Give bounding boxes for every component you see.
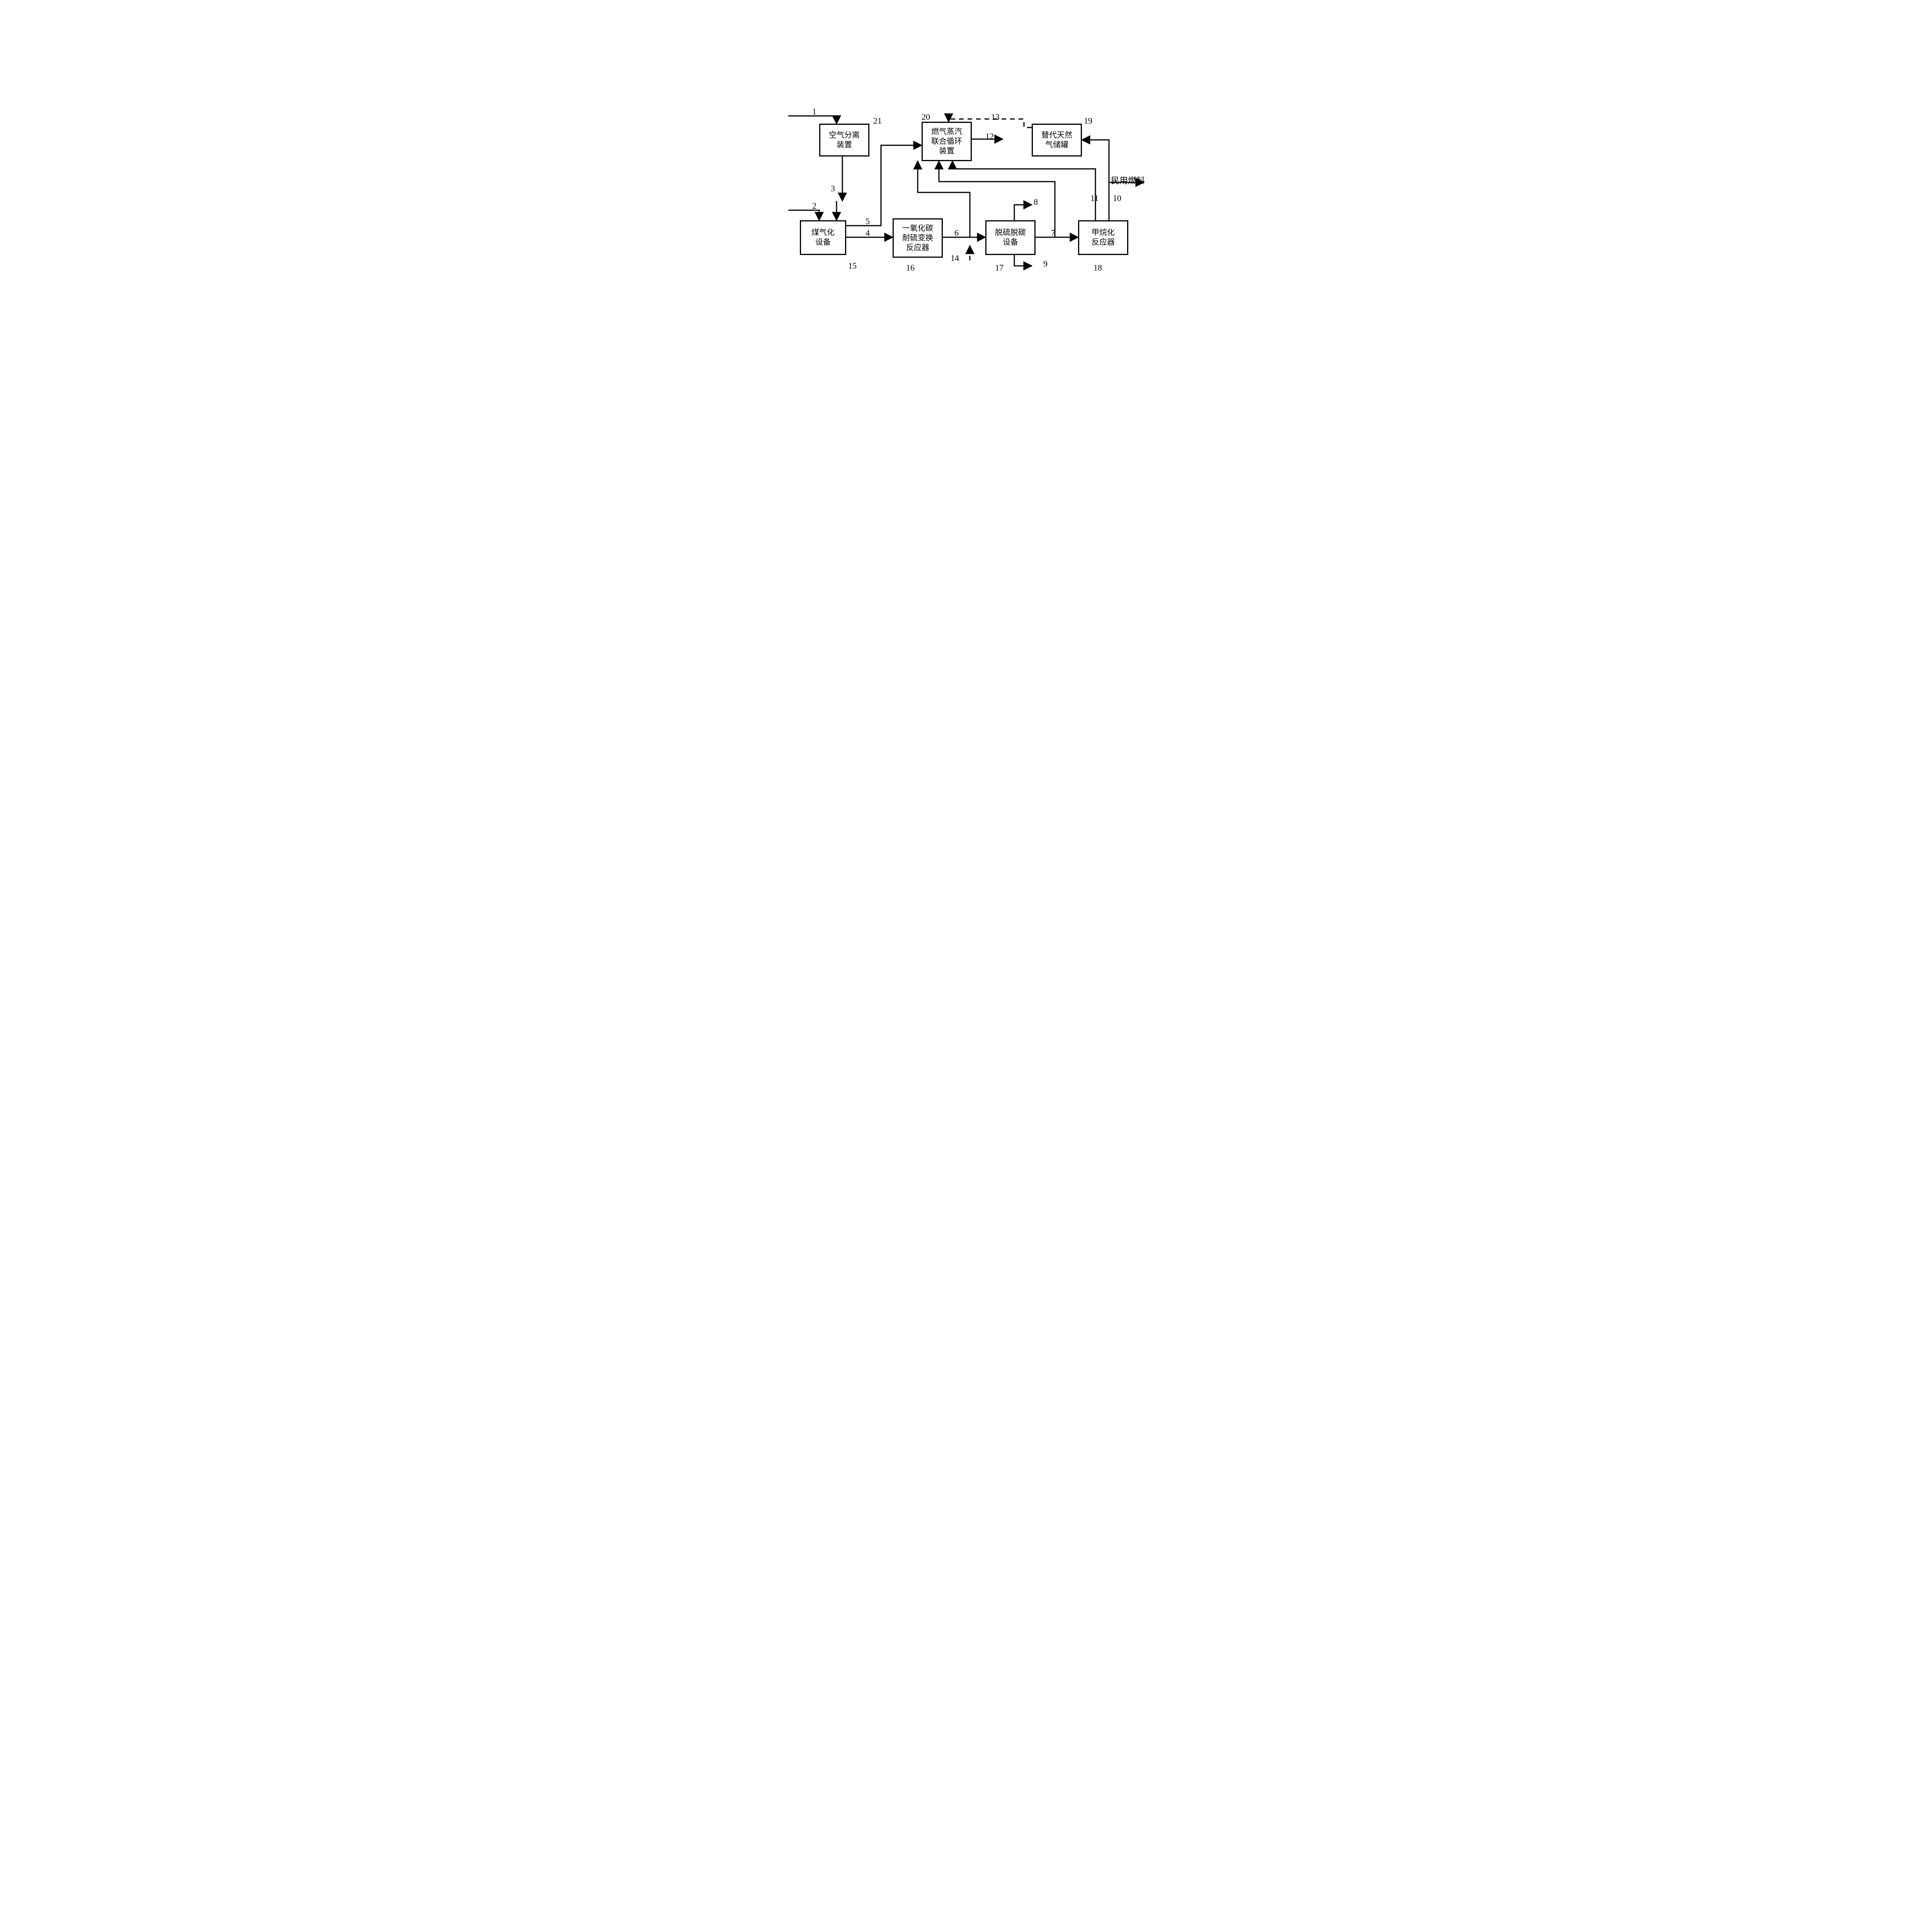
- node-label: 脱硫脱碳设备: [995, 228, 1026, 247]
- node-n19: 替代天然气储罐: [1032, 124, 1082, 156]
- node-label: 一氧化碳耐硫变换反应器: [902, 224, 933, 253]
- node-number-n17: 17: [995, 263, 1003, 273]
- edge-number-n14: 14: [951, 253, 959, 263]
- node-label: 甲烷化反应器: [1092, 228, 1115, 247]
- node-label: 空气分离装置: [829, 131, 860, 150]
- edge-e5: [846, 145, 922, 226]
- edge-number-n9: 9: [1043, 259, 1048, 269]
- edge-number-n4: 4: [866, 228, 870, 238]
- node-label: 煤气化设备: [811, 228, 835, 247]
- text-label-civilian_fuel: 民用燃料: [1111, 174, 1145, 186]
- node-number-n19: 19: [1084, 116, 1092, 126]
- node-n16: 一氧化碳耐硫变换反应器: [893, 218, 943, 258]
- edge-number-n11: 11: [1090, 193, 1099, 203]
- node-number-n18: 18: [1094, 263, 1102, 273]
- edge-number-n1: 1: [812, 107, 816, 117]
- flowchart-canvas: 空气分离装置21燃气蒸汽联合循环装置20替代天然气储罐19煤气化设备15一氧化碳…: [777, 0, 1155, 386]
- edge-number-n13: 13: [991, 112, 1000, 122]
- edge-number-n7: 7: [1051, 228, 1055, 238]
- edge-e11: [952, 161, 1095, 220]
- node-n21: 空气分离装置: [819, 124, 869, 156]
- node-n18: 甲烷化反应器: [1078, 220, 1128, 255]
- edge-e1: [788, 116, 837, 124]
- edge-number-n10: 10: [1113, 193, 1121, 203]
- node-number-n16: 16: [906, 263, 915, 273]
- node-label: 燃气蒸汽联合循环装置: [931, 127, 962, 156]
- node-number-n15: 15: [848, 261, 857, 271]
- node-n17: 脱硫脱碳设备: [985, 220, 1036, 255]
- node-number-n20: 20: [922, 112, 930, 122]
- edge-e8: [1014, 205, 1032, 220]
- node-label: 替代天然气储罐: [1041, 131, 1072, 150]
- node-n15: 煤气化设备: [800, 220, 846, 255]
- edge-number-n6: 6: [954, 228, 959, 238]
- edge-number-n2: 2: [812, 201, 816, 211]
- node-n20: 燃气蒸汽联合循环装置: [922, 122, 972, 161]
- edge-number-n12: 12: [985, 131, 994, 141]
- edge-e9: [1014, 255, 1032, 266]
- edge-number-n5: 5: [866, 216, 870, 226]
- edge-e2: [788, 210, 819, 220]
- edge-number-n8: 8: [1034, 197, 1038, 207]
- edge-number-n3: 3: [831, 184, 835, 194]
- node-number-n21: 21: [873, 116, 882, 126]
